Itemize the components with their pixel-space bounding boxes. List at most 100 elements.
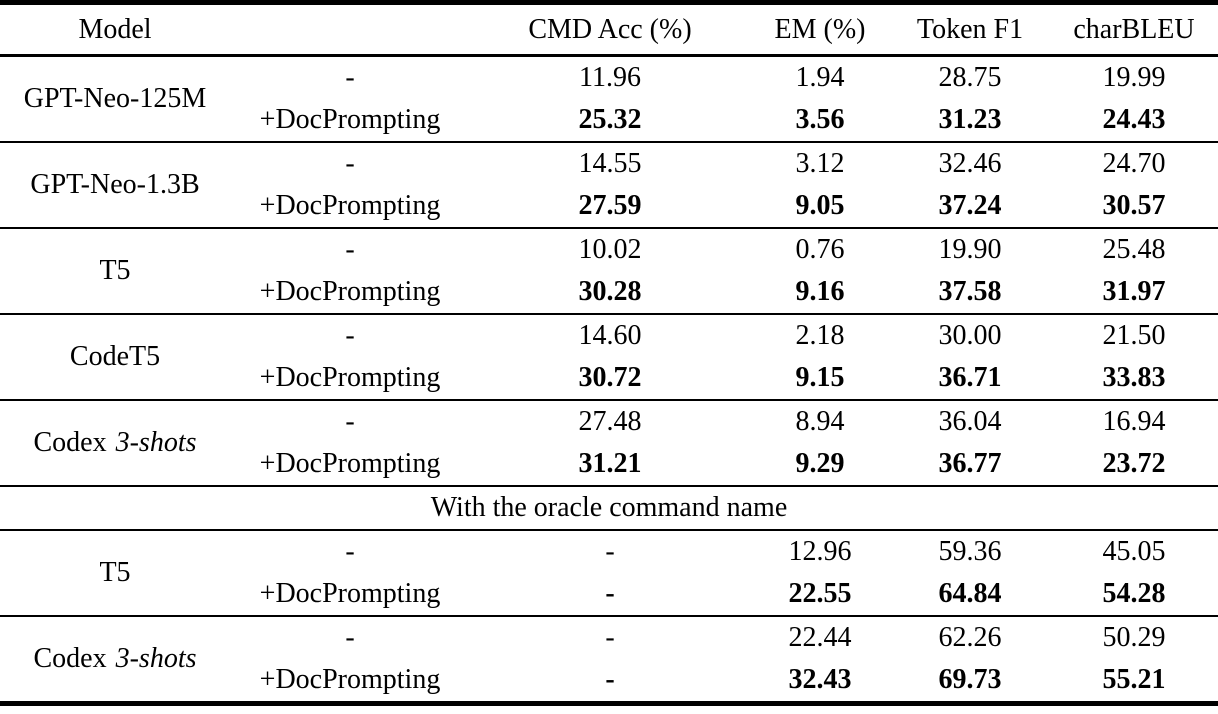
column-header-em: EM (%) [774, 13, 866, 45]
metric-value: 9.29 [795, 448, 845, 479]
column-header-model: Model [78, 13, 152, 45]
oracle-group-t5: T5 - - 12.96 59.36 45.05 +DocPrompting -… [0, 530, 1218, 616]
metric-value: 59.36 [938, 536, 1002, 567]
metric-value: - [605, 664, 615, 695]
metric-value: 14.60 [578, 320, 642, 351]
table-row: Codex 3-shots - 27.48 8.94 36.04 16.94 [0, 400, 1218, 458]
model-name: GPT-Neo-1.3B [30, 169, 200, 200]
model-name: T5 [99, 255, 131, 286]
model-name: Codex 3-shots [33, 643, 197, 674]
table-row: GPT-Neo-1.3B - 14.55 3.12 32.46 24.70 [0, 142, 1218, 200]
metric-value: 55.21 [1102, 664, 1166, 695]
table-row: +DocPrompting 25.32 3.56 31.23 24.43 [0, 99, 1218, 142]
model-group-gpt-neo-125m: GPT-Neo-125M - 11.96 1.94 28.75 19.99 +D… [0, 55, 1218, 143]
metric-value: 27.59 [578, 190, 642, 221]
model-name: CodeT5 [69, 341, 161, 372]
metric-value: 24.70 [1102, 148, 1166, 179]
metric-value: 10.02 [578, 234, 642, 265]
column-header-cmd-acc: CMD Acc (%) [528, 13, 692, 45]
table-row: GPT-Neo-125M - 11.96 1.94 28.75 19.99 [0, 56, 1218, 114]
model-name: GPT-Neo-125M [23, 83, 207, 114]
metric-value: 3.56 [795, 104, 845, 135]
model-group-codet5: CodeT5 - 14.60 2.18 30.00 21.50 +DocProm… [0, 314, 1218, 400]
metric-value: 9.15 [795, 362, 845, 393]
table-row: T5 - - 12.96 59.36 45.05 [0, 530, 1218, 588]
model-group-codex: Codex 3-shots - 27.48 8.94 36.04 16.94 +D… [0, 400, 1218, 486]
metric-value: 16.94 [1102, 406, 1166, 437]
oracle-group-codex: Codex 3-shots - - 22.44 62.26 50.29 +DocP… [0, 616, 1218, 704]
model-name: T5 [99, 557, 131, 588]
metric-value: 32.46 [938, 148, 1002, 179]
model-name-suffix: 3-shots [115, 427, 197, 458]
metric-value: 9.05 [795, 190, 845, 221]
metric-value: 22.55 [788, 578, 852, 609]
variant-label: - [345, 536, 355, 567]
metric-value: 21.50 [1102, 320, 1166, 351]
metric-value: 22.44 [788, 622, 852, 653]
variant-label: +DocPrompting [259, 104, 441, 135]
variant-label: - [345, 622, 355, 653]
column-header-variant [230, 3, 470, 56]
metric-value: 12.96 [788, 536, 852, 567]
table-row: Codex 3-shots - - 22.44 62.26 50.29 [0, 616, 1218, 674]
metric-value: 14.55 [578, 148, 642, 179]
metric-value: 1.94 [795, 62, 845, 93]
metric-value: 31.21 [578, 448, 642, 479]
metric-value: 30.72 [578, 362, 642, 393]
metric-value: 62.26 [938, 622, 1002, 653]
table-row: CodeT5 - 14.60 2.18 30.00 21.50 [0, 314, 1218, 372]
metric-value: 30.00 [938, 320, 1002, 351]
variant-label: - [345, 234, 355, 265]
table-row: +DocPrompting - 22.55 64.84 54.28 [0, 573, 1218, 616]
variant-label: - [345, 148, 355, 179]
metric-value: 11.96 [579, 62, 641, 93]
metric-value: 36.77 [938, 448, 1002, 479]
metric-value: 3.12 [795, 148, 845, 179]
table-row: +DocPrompting 31.21 9.29 36.77 23.72 [0, 443, 1218, 486]
model-name-suffix: 3-shots [115, 643, 197, 674]
variant-label: +DocPrompting [259, 362, 441, 393]
metric-value: 25.32 [578, 104, 642, 135]
column-header-charbleu: charBLEU [1073, 13, 1195, 45]
table-row: +DocPrompting 30.72 9.15 36.71 33.83 [0, 357, 1218, 400]
metric-value: 27.48 [578, 406, 642, 437]
metric-value: 45.05 [1102, 536, 1166, 567]
metric-value: 2.18 [795, 320, 845, 351]
metric-value: 30.57 [1102, 190, 1166, 221]
model-name: Codex 3-shots [33, 427, 197, 458]
metric-value: 28.75 [938, 62, 1002, 93]
variant-label: +DocPrompting [259, 276, 441, 307]
oracle-section-band: With the oracle command name [0, 486, 1218, 530]
metric-value: 23.72 [1102, 448, 1166, 479]
metric-value: 24.43 [1102, 104, 1166, 135]
variant-label: +DocPrompting [259, 578, 441, 609]
variant-label: +DocPrompting [259, 448, 441, 479]
metric-value: 31.97 [1102, 276, 1166, 307]
metric-value: 37.24 [938, 190, 1002, 221]
metric-value: 31.23 [938, 104, 1002, 135]
section-header: With the oracle command name [430, 492, 788, 523]
metric-value: 37.58 [938, 276, 1002, 307]
variant-label: +DocPrompting [259, 664, 441, 695]
variant-label: - [345, 320, 355, 351]
metric-value: 9.16 [795, 276, 845, 307]
metric-value: 69.73 [938, 664, 1002, 695]
metric-value: 0.76 [795, 234, 845, 265]
table-row: With the oracle command name [0, 486, 1218, 530]
table-row: +DocPrompting 30.28 9.16 37.58 31.97 [0, 271, 1218, 314]
table-row: +DocPrompting - 32.43 69.73 55.21 [0, 659, 1218, 704]
table-row: +DocPrompting 27.59 9.05 37.24 30.57 [0, 185, 1218, 228]
metric-value: 36.71 [938, 362, 1002, 393]
table-row: T5 - 10.02 0.76 19.90 25.48 [0, 228, 1218, 286]
metric-value: - [605, 622, 615, 653]
metric-value: 19.99 [1102, 62, 1166, 93]
variant-label: - [345, 62, 355, 93]
model-group-gpt-neo-13b: GPT-Neo-1.3B - 14.55 3.12 32.46 24.70 +D… [0, 142, 1218, 228]
table-header: Model CMD Acc (%) EM (%) Token F1 charBL… [0, 3, 1218, 56]
metric-value: - [605, 578, 615, 609]
metric-value: 64.84 [938, 578, 1002, 609]
metric-value: 33.83 [1102, 362, 1166, 393]
variant-label: +DocPrompting [259, 190, 441, 221]
